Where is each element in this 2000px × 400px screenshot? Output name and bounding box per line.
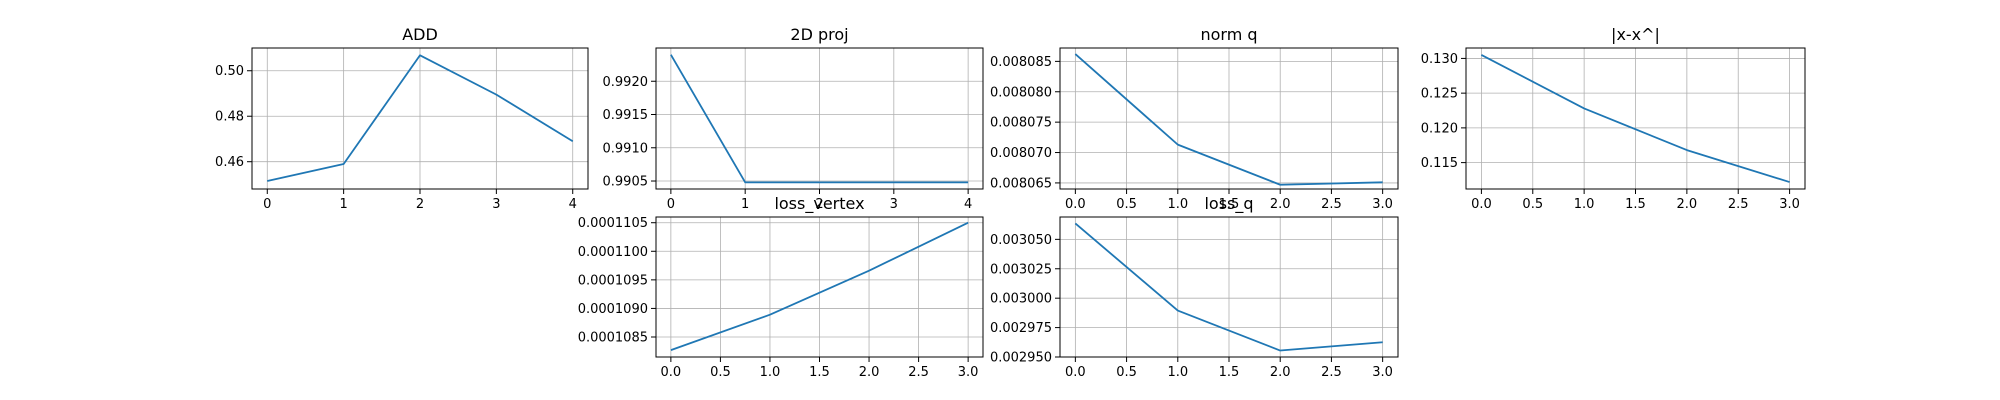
x-tick-label: 3.0 <box>1372 197 1393 212</box>
y-tick-label: 0.9910 <box>603 141 649 156</box>
x-tick-label: 4 <box>964 197 972 212</box>
series-line <box>1480 54 1790 183</box>
x-tick-label: 2.5 <box>1728 197 1749 212</box>
x-tick-label: 3 <box>492 197 500 212</box>
panel-loss-q: 0.0 0.5 1.0 1.5 2.0 2.5 3.0 0.002950 0.002975 0.0… <box>990 194 1399 380</box>
x-tick-label: 2 <box>416 197 424 212</box>
x-tick-label: 1.0 <box>760 365 781 380</box>
x-tick-label: 0.5 <box>1116 197 1137 212</box>
x-tick-label: 0 <box>667 197 675 212</box>
x-tick-label: 1.0 <box>1167 197 1188 212</box>
chart-title: loss_q <box>1204 194 1253 214</box>
panel-2d-proj: 0 1 2 3 4 0.9905 0.9910 0.9915 0.9920 2D proj <box>603 25 984 212</box>
x-tick-label: 4 <box>569 197 577 212</box>
y-tick-label: 0.9905 <box>603 175 649 190</box>
y-tick-label: 0.002950 <box>990 351 1052 366</box>
x-tick-label: 0.0 <box>661 365 682 380</box>
y-tick-label: 0.002975 <box>990 321 1052 336</box>
chart-title: ADD <box>402 25 438 44</box>
y-tick-label: 0.115 <box>1421 156 1458 171</box>
y-tick-label: 0.003050 <box>990 233 1052 248</box>
y-tick-label: 0.46 <box>215 155 244 170</box>
y-tick-label: 0.0001090 <box>578 302 648 317</box>
x-tick-label: 1.5 <box>1625 197 1646 212</box>
x-tick-label: 0.5 <box>1522 197 1543 212</box>
x-tick-label: 2.0 <box>1270 197 1291 212</box>
x-tick-label: 2.5 <box>1321 197 1342 212</box>
y-tick-label: 0.120 <box>1421 121 1458 136</box>
panel-add: 0 1 2 3 4 0.46 0.48 0.50 ADD <box>215 25 589 212</box>
x-tick-label: 0.5 <box>710 365 731 380</box>
panel-norm-q: 0.0 0.5 1.0 1.5 2.0 2.5 3.0 0.008065 0.008070 0.0… <box>990 25 1399 212</box>
chart-title: norm q <box>1200 25 1257 44</box>
y-tick-label: 0.0001100 <box>578 245 648 260</box>
x-tick-label: 3.0 <box>1372 365 1393 380</box>
series-line <box>1074 53 1383 186</box>
series-line <box>1074 222 1383 352</box>
x-tick-label: 1.5 <box>809 365 830 380</box>
x-tick-label: 2.0 <box>1677 197 1698 212</box>
x-tick-label: 3.0 <box>1779 197 1800 212</box>
x-tick-label: 1.5 <box>1219 365 1240 380</box>
y-tick-label: 0.0001105 <box>578 216 648 231</box>
y-tick-label: 0.9920 <box>603 75 649 90</box>
y-tick-label: 0.0001085 <box>578 331 648 346</box>
panel-x-x-hat: 0.0 0.5 1.0 1.5 2.0 2.5 3.0 0.115 0.120 0.125 0.13… <box>1421 25 1806 212</box>
x-tick-label: 3 <box>890 197 898 212</box>
x-tick-label: 2.5 <box>908 365 929 380</box>
chart-title: 2D proj <box>790 25 848 44</box>
chart-title: loss_vertex <box>774 194 864 214</box>
x-tick-label: 2.0 <box>1270 365 1291 380</box>
x-tick-label: 1.0 <box>1574 197 1595 212</box>
y-tick-label: 0.9915 <box>603 108 649 123</box>
y-tick-label: 0.008075 <box>990 116 1052 131</box>
y-tick-label: 0.48 <box>215 110 244 125</box>
chart-title: |x-x^| <box>1611 25 1660 44</box>
x-tick-label: 2 <box>815 197 823 212</box>
x-tick-label: 0.0 <box>1065 365 1086 380</box>
x-tick-label: 1.0 <box>1167 365 1188 380</box>
y-tick-label: 0.0001095 <box>578 273 648 288</box>
y-tick-label: 0.008070 <box>990 146 1052 161</box>
x-tick-label: 1.5 <box>1219 197 1240 212</box>
y-tick-label: 0.003000 <box>990 292 1052 307</box>
x-tick-label: 2.0 <box>859 365 880 380</box>
x-tick-label: 1 <box>339 197 347 212</box>
y-tick-label: 0.125 <box>1421 87 1458 102</box>
x-tick-label: 0.5 <box>1116 365 1137 380</box>
y-tick-label: 0.003025 <box>990 262 1052 277</box>
y-tick-label: 0.008065 <box>990 176 1052 191</box>
x-tick-label: 1 <box>741 197 749 212</box>
x-tick-label: 2.5 <box>1321 365 1342 380</box>
y-tick-label: 0.008080 <box>990 85 1052 100</box>
y-tick-label: 0.50 <box>215 64 244 79</box>
y-tick-label: 0.130 <box>1421 52 1458 67</box>
x-tick-label: 0.0 <box>1471 197 1492 212</box>
series-line <box>670 221 969 351</box>
x-tick-label: 0 <box>263 197 271 212</box>
x-tick-label: 0.0 <box>1065 197 1086 212</box>
y-tick-label: 0.008085 <box>990 55 1052 70</box>
panel-loss-vertex: 0.0 0.5 1.0 1.5 2.0 2.5 3.0 0.0001085 0.0001090 0… <box>578 194 984 380</box>
x-tick-label: 3.0 <box>958 365 979 380</box>
